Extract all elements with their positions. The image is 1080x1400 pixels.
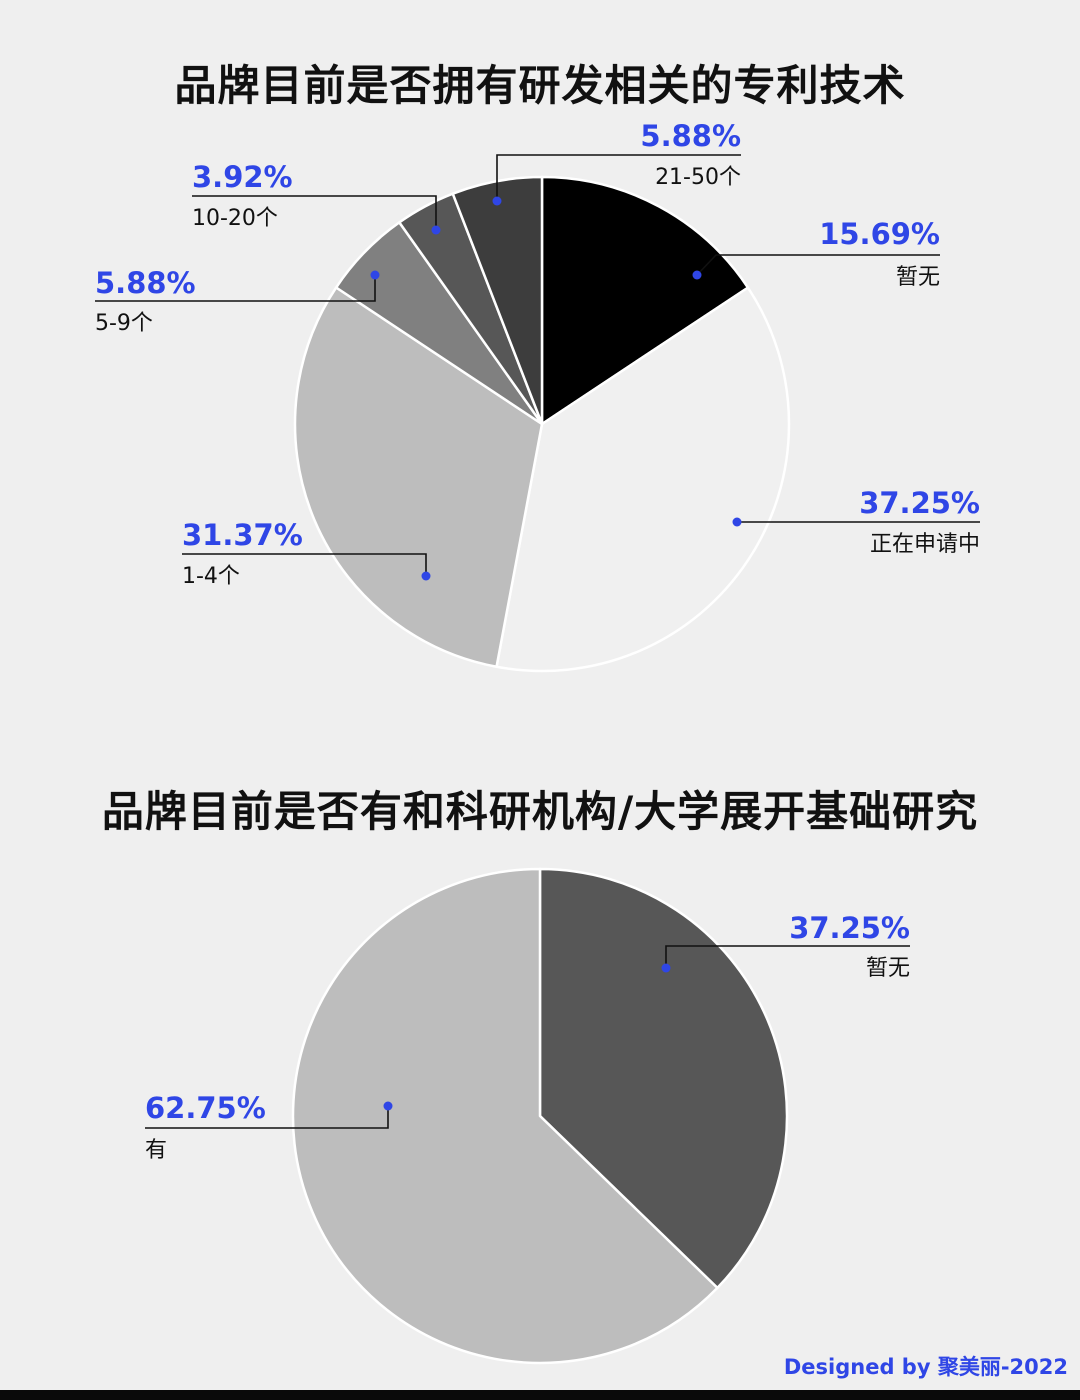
pie-slice-2 bbox=[495, 286, 791, 673]
leader-dot bbox=[431, 225, 441, 235]
chart-title-patent: 品牌目前是否拥有研发相关的专利技术 bbox=[174, 61, 906, 110]
data-label-category: 5-9个 bbox=[95, 311, 153, 336]
data-label-value: 31.37% bbox=[182, 518, 303, 552]
pie-chart-patent: 15.69% 暂无 37.25% 正在申请中 31.37% 1-4个 5.88% 5-9个 3.… bbox=[95, 119, 980, 673]
pie-slice-3 bbox=[293, 286, 544, 669]
leader-dot bbox=[383, 1101, 393, 1111]
leader-line bbox=[696, 254, 940, 276]
pie-slice-2 bbox=[291, 867, 719, 1365]
data-label-category: 10-20个 bbox=[192, 206, 278, 231]
pie-slice-1 bbox=[540, 175, 750, 426]
leader-dot bbox=[370, 270, 380, 280]
data-label-value: 37.25% bbox=[859, 486, 980, 520]
data-label-category: 暂无 bbox=[866, 956, 910, 981]
leader-dot bbox=[692, 270, 702, 280]
leader-line bbox=[496, 154, 741, 201]
leader-line bbox=[182, 553, 427, 576]
data-label-value: 5.88% bbox=[95, 266, 196, 300]
data-label-value: 3.92% bbox=[192, 160, 293, 194]
leader-dot bbox=[661, 963, 671, 973]
leader-line bbox=[192, 195, 437, 230]
data-label-value: 62.75% bbox=[145, 1091, 266, 1125]
leader-line bbox=[95, 275, 376, 302]
chart-title-research: 品牌目前是否有和科研机构/大学展开基础研究 bbox=[101, 787, 979, 836]
data-label-category: 1-4个 bbox=[182, 564, 240, 589]
pie-chart-research: 37.25% 暂无 62.75% 有 bbox=[145, 867, 910, 1365]
data-label-category: 有 bbox=[145, 1138, 167, 1163]
data-label-value: 5.88% bbox=[640, 119, 741, 153]
designer-credit: Designed by 聚美丽-2022 bbox=[783, 1355, 1068, 1379]
data-label-value: 15.69% bbox=[819, 217, 940, 251]
data-label-value: 37.25% bbox=[789, 911, 910, 945]
pie-slice-1 bbox=[538, 867, 789, 1290]
leader-line bbox=[145, 1106, 389, 1129]
data-label-category: 暂无 bbox=[896, 265, 940, 290]
leader-dot bbox=[421, 571, 431, 581]
bottom-bar bbox=[0, 1390, 1080, 1400]
data-label-category: 正在申请中 bbox=[870, 532, 980, 557]
leader-line bbox=[665, 945, 910, 968]
data-label-category: 21-50个 bbox=[655, 165, 741, 190]
leader-dot bbox=[492, 196, 502, 206]
leader-dot bbox=[732, 517, 742, 527]
